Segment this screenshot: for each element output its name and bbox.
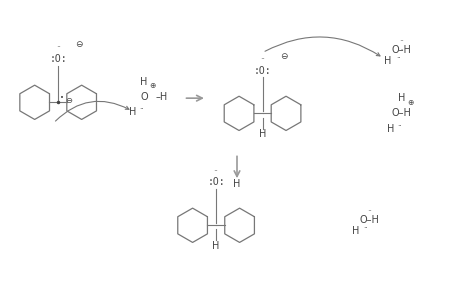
Text: H: H: [140, 77, 148, 87]
Text: •: •: [60, 95, 64, 101]
Text: ⊖: ⊖: [280, 52, 287, 61]
Text: ․․: ․․: [397, 121, 402, 127]
Text: H: H: [212, 241, 220, 251]
Text: H: H: [233, 179, 241, 189]
Text: H: H: [398, 93, 406, 103]
Text: ․․: ․․: [55, 40, 61, 49]
Text: ⊖: ⊖: [75, 40, 83, 49]
Text: H: H: [129, 107, 136, 117]
Text: ․․: ․․: [0, 281, 1, 282]
Text: ·O–H: ·O–H: [0, 281, 1, 282]
Text: ․․: ․․: [260, 52, 265, 61]
Text: ․․: ․․: [139, 104, 144, 110]
Text: H: H: [259, 129, 266, 139]
Text: ․․: ․․: [396, 53, 401, 59]
Text: ⊕: ⊕: [149, 81, 155, 90]
Text: O–H: O–H: [392, 108, 412, 118]
Text: :O:: :O:: [254, 65, 271, 76]
Text: H: H: [352, 226, 359, 236]
Text: H: H: [387, 124, 394, 134]
Text: ․․: ․․: [367, 204, 372, 213]
Text: –H: –H: [155, 92, 168, 102]
Text: O–H: O–H: [392, 45, 412, 55]
Text: ⊕: ⊕: [407, 98, 413, 107]
Text: ··: ··: [400, 47, 404, 52]
Text: :O:: :O:: [207, 177, 225, 188]
Text: ․․: ․․: [400, 34, 404, 43]
Text: O–H: O–H: [359, 215, 379, 225]
Text: ․․: ․․: [214, 164, 219, 173]
Text: H: H: [384, 56, 392, 66]
Text: H: H: [0, 281, 1, 282]
Text: ․․: ․․: [0, 281, 1, 282]
Text: :O:: :O:: [49, 54, 67, 65]
Text: ⊖: ⊖: [65, 96, 72, 105]
Text: O: O: [140, 92, 148, 102]
Text: ․․: ․․: [363, 223, 368, 229]
